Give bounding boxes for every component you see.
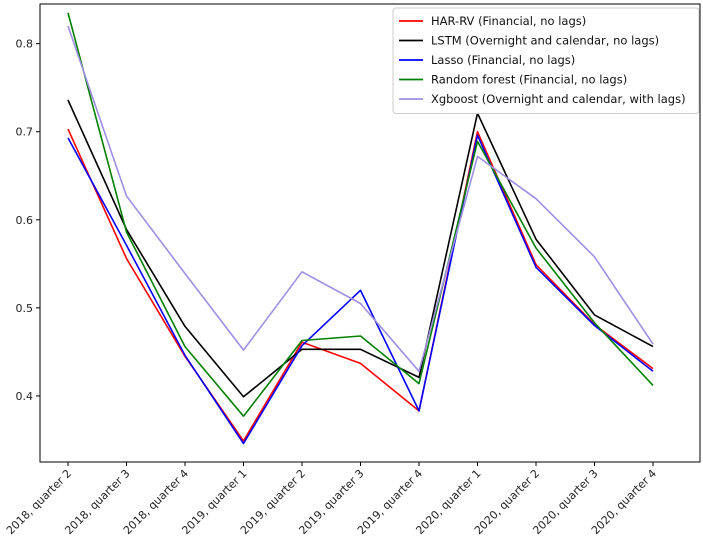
legend-label: Random forest (Financial, no lags)	[431, 73, 627, 87]
legend-box	[392, 7, 700, 114]
plot-frame	[39, 3, 701, 463]
legend-label: Xgboost (Overnight and calendar, with la…	[431, 92, 686, 106]
y-tick-label: 0.4	[16, 390, 34, 403]
series-lines	[67, 12, 654, 445]
series-line-2	[67, 99, 654, 398]
y-tick-label: 0.5	[16, 302, 34, 315]
y-tick-label: 0.7	[16, 126, 34, 139]
plot-area-border	[39, 3, 701, 463]
legend-label: HAR-RV (Financial, no lags)	[431, 14, 586, 28]
x-tick-label: 2020, quarter 4	[589, 467, 659, 537]
y-tick-label: 0.6	[16, 214, 34, 227]
y-tick-label: 0.8	[16, 38, 34, 51]
y-axis-ticks: 0.4 0.5 0.6 0.7 0.8	[16, 38, 40, 403]
legend-label: LSTM (Overnight and calendar, no lags)	[431, 34, 659, 48]
legend: HAR-RV (Financial, no lags) LSTM (Overnig…	[392, 7, 700, 114]
legend-label: Lasso (Financial, no lags)	[431, 53, 575, 67]
